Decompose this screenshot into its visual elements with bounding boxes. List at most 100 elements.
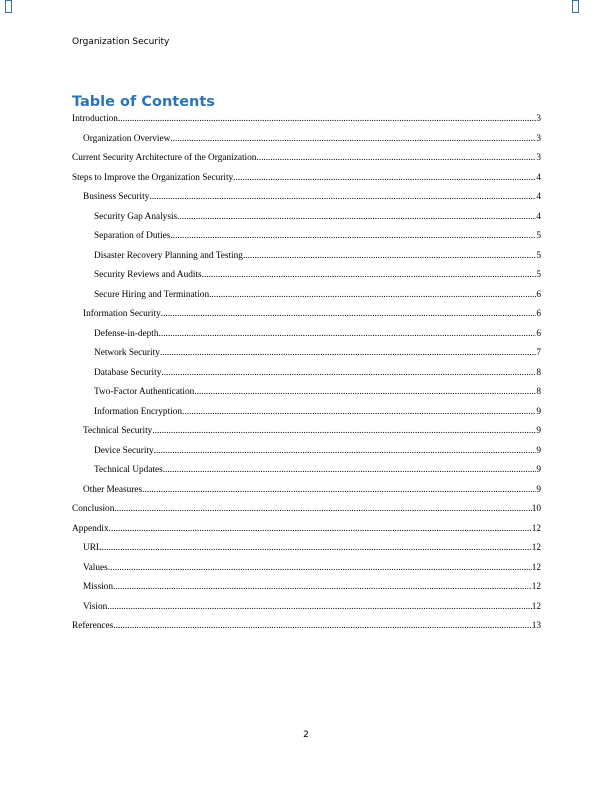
toc-entry[interactable]: Defense-in-depth 6 [72,329,541,349]
toc-entry-page: 5 [536,231,541,241]
toc-entry-label[interactable]: Database Security [94,367,162,378]
dot-leader [163,465,537,475]
table-of-contents: Introduction 3 Organization Overview 3 Curre… [72,114,541,641]
toc-entry-page: 4 [536,192,541,202]
dot-leader [256,153,536,163]
toc-entry-page: 9 [536,484,541,495]
dot-leader [113,621,531,631]
toc-entry-label[interactable]: Values [83,562,108,573]
dot-leader [243,251,536,261]
toc-entry-label[interactable]: References [72,621,114,631]
toc-entry-page: 9 [536,465,541,475]
toc-entry-page: 12 [531,523,541,534]
toc-entry-label[interactable]: URL [83,543,102,553]
toc-entry-label[interactable]: Separation of Duties [94,231,171,241]
toc-entry-label[interactable]: Organization Overview [83,133,171,144]
toc-entry-label[interactable]: Technical Security [83,426,153,436]
dot-leader [118,114,536,124]
toc-title: Table of Contents [72,94,215,110]
toc-entry[interactable]: Steps to Improve the Organization Securi… [72,173,541,193]
page-header: Organization Security [72,37,170,47]
toc-entry-page: 3 [536,133,541,144]
dot-leader [107,602,531,612]
dot-leader [209,290,536,300]
toc-entry-page: 12 [531,562,541,573]
dot-leader [170,231,536,241]
toc-entry-page: 9 [536,445,541,456]
toc-entry-page: 13 [531,621,541,631]
toc-entry[interactable]: Database Security 8 [72,368,541,388]
dot-leader [113,582,532,592]
toc-entry-page: 12 [531,543,541,553]
toc-entry-label[interactable]: Current Security Architecture of the Org… [72,153,257,163]
toc-entry[interactable]: Current Security Architecture of the Org… [72,153,541,173]
toc-entry[interactable]: Mission 12 [72,582,541,602]
toc-entry-page: 4 [536,172,541,183]
placeholder-glyph-icon [572,0,579,13]
toc-entry[interactable]: Organization Overview 3 [72,134,541,154]
toc-entry-label[interactable]: Other Measures [83,484,143,495]
dot-leader [142,485,536,495]
dot-leader [182,407,536,417]
toc-entry[interactable]: Secure Hiring and Termination 6 [72,290,541,310]
toc-entry[interactable]: Conclusion 10 [72,504,541,524]
toc-entry-page: 6 [536,309,541,319]
toc-entry-page: 12 [531,582,541,592]
toc-entry[interactable]: Security Reviews and Audits 5 [72,270,541,290]
toc-entry[interactable]: Other Measures 9 [72,485,541,505]
toc-entry[interactable]: Appendix 12 [72,524,541,544]
dot-leader [160,348,537,358]
toc-entry[interactable]: Technical Security 9 [72,426,541,446]
toc-entry[interactable]: Vision 12 [72,602,541,622]
dot-leader [161,309,537,319]
toc-entry[interactable]: Introduction 3 [72,114,541,134]
dot-leader [161,368,536,378]
toc-entry[interactable]: References 13 [72,621,541,641]
toc-entry-page: 8 [536,367,541,378]
toc-entry[interactable]: Information Security 6 [72,309,541,329]
toc-entry-label[interactable]: Introduction [72,114,118,124]
toc-entry[interactable]: Two-Factor Authentication 8 [72,387,541,407]
toc-entry-label[interactable]: Secure Hiring and Termination [94,289,210,300]
toc-entry-label[interactable]: Mission [83,582,113,592]
toc-entry-label[interactable]: Technical Updates [94,465,163,475]
dot-leader [194,387,536,397]
toc-entry-page: 3 [536,153,541,163]
toc-entry-label[interactable]: Device Security [94,445,154,456]
toc-entry[interactable]: Separation of Duties 5 [72,231,541,251]
toc-entry[interactable]: Network Security 7 [72,348,541,368]
toc-entry-label[interactable]: Steps to Improve the Organization Securi… [72,172,234,183]
toc-entry-label[interactable]: Security Reviews and Audits [94,270,202,280]
toc-entry[interactable]: URL 12 [72,543,541,563]
dot-leader [159,329,537,339]
toc-entry-label[interactable]: Network Security [94,348,160,358]
toc-entry-label[interactable]: Information Security [83,309,161,319]
toc-entry-label[interactable]: Disaster Recovery Planning and Testing [94,250,243,261]
toc-entry-label[interactable]: Conclusion [72,504,115,514]
toc-entry-page: 6 [536,328,541,339]
dot-leader [177,212,536,222]
toc-entry[interactable]: Security Gap Analysis 4 [72,212,541,232]
toc-entry-page: 9 [536,406,541,417]
toc-entry[interactable]: Device Security 9 [72,446,541,466]
toc-entry-page: 7 [536,348,541,358]
toc-entry[interactable]: Technical Updates 9 [72,465,541,485]
toc-entry-label[interactable]: Information Encryption [94,406,183,417]
toc-entry[interactable]: Information Encryption 9 [72,407,541,427]
dot-leader [114,504,531,514]
dot-leader [233,173,536,183]
dot-leader [154,446,537,456]
toc-entry-page: 6 [536,289,541,300]
toc-entry[interactable]: Business Security 4 [72,192,541,212]
dot-leader [202,270,537,280]
toc-entry-page: 12 [531,601,541,612]
toc-entry-label[interactable]: Security Gap Analysis [94,211,178,222]
toc-entry-label[interactable]: Business Security [83,192,150,202]
toc-entry-label[interactable]: Appendix [72,523,109,534]
toc-entry[interactable]: Values 12 [72,563,541,583]
toc-entry[interactable]: Disaster Recovery Planning and Testing 5 [72,251,541,271]
toc-entry-label[interactable]: Vision [83,601,108,612]
toc-entry-label[interactable]: Two-Factor Authentication [94,387,195,397]
toc-entry-label[interactable]: Defense-in-depth [94,328,159,339]
